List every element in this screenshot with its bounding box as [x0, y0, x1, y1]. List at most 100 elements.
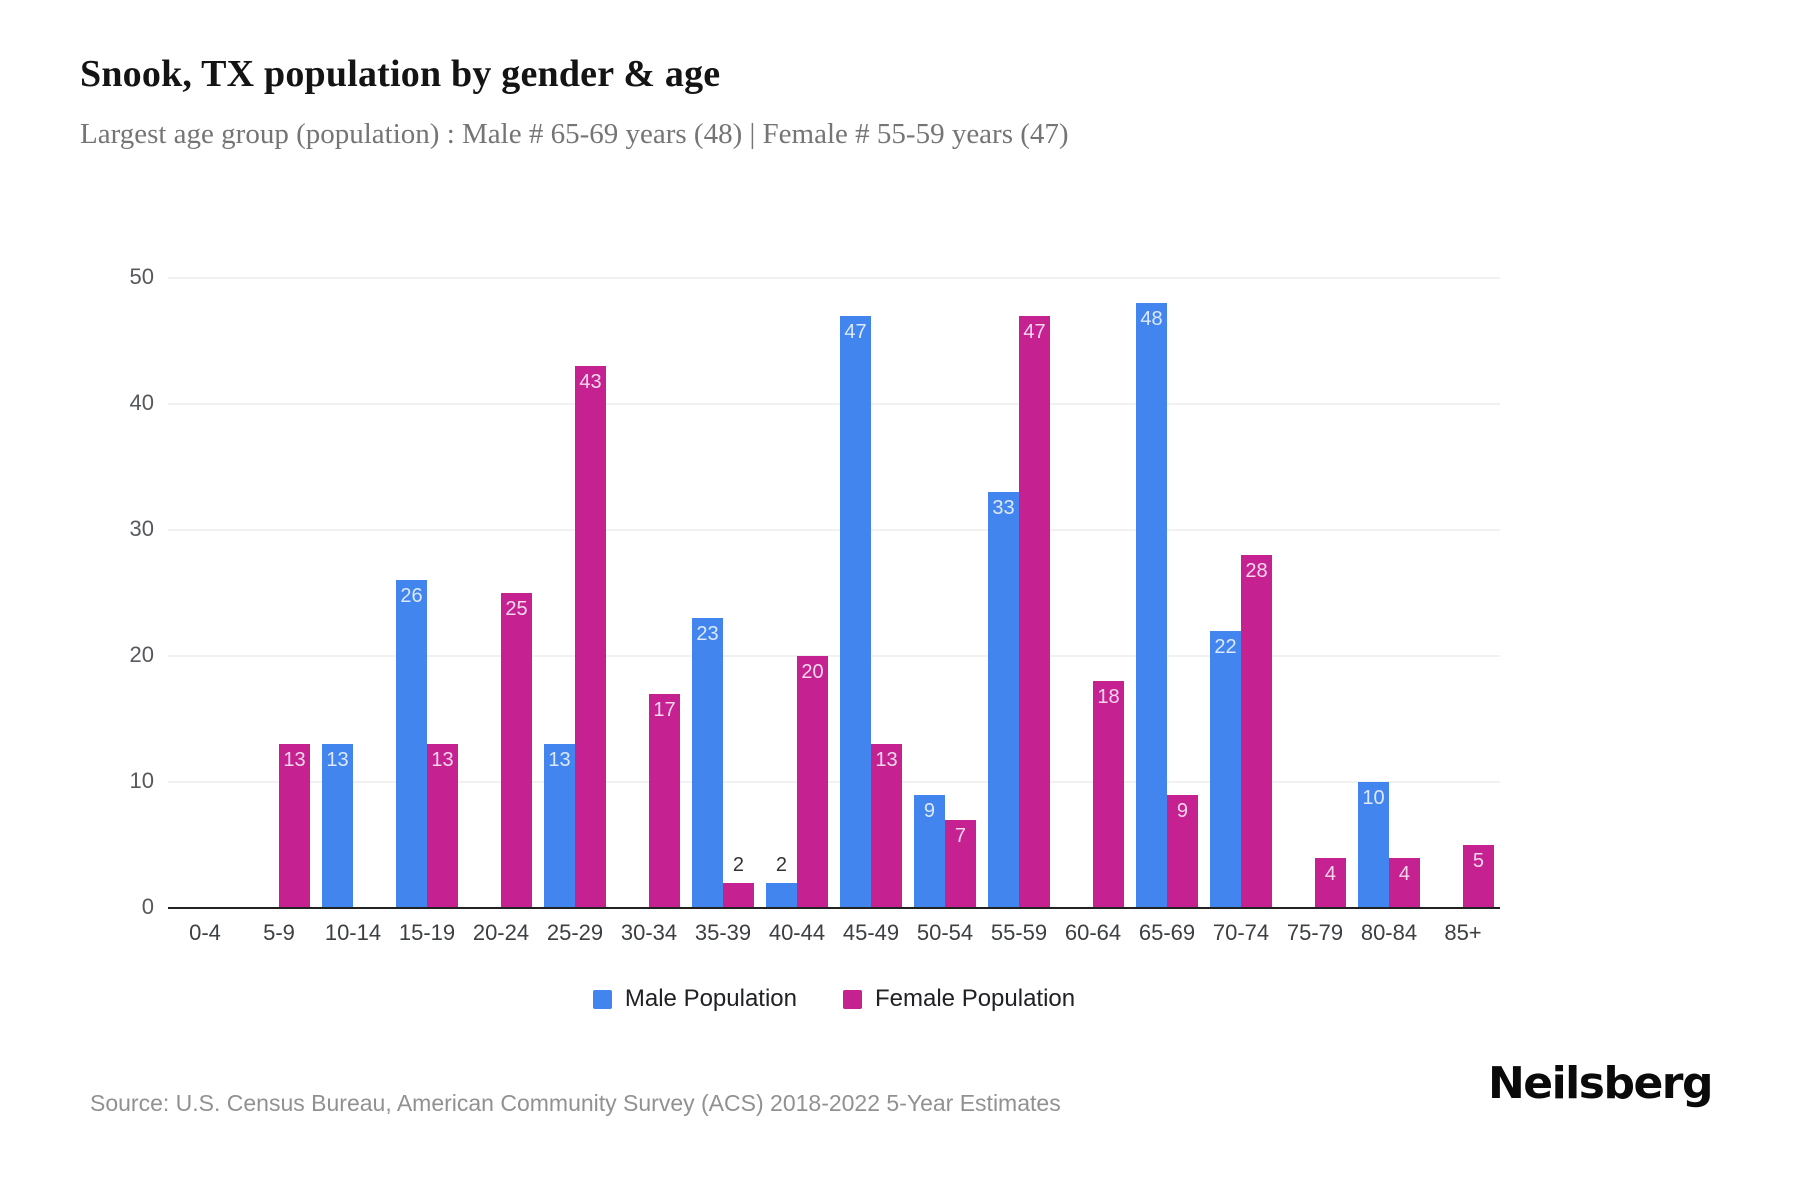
- bar-female-80-84[interactable]: 4: [1388, 857, 1420, 908]
- bar-value-male-15-19: 26: [400, 585, 423, 608]
- bar-group-10-14: 13 10-14: [316, 278, 390, 945]
- bar-male-50-54[interactable]: 9: [913, 794, 945, 908]
- page-title: Snook, TX population by gender & age: [80, 53, 721, 95]
- legend-item-male[interactable]: Male Population: [592, 985, 797, 1013]
- x-tick-label-50-54: 50-54: [916, 920, 974, 945]
- bar-male-55-59[interactable]: 33: [987, 492, 1019, 908]
- legend-label-female: Female Population: [875, 985, 1076, 1012]
- y-tick-label-40: 40: [129, 390, 154, 415]
- male-series-swatch: [592, 989, 612, 1009]
- x-tick-label-10-14: 10-14: [324, 920, 382, 945]
- bar-value-female-25-29: 43: [579, 371, 602, 394]
- x-tick-label-20-24: 20-24: [472, 920, 530, 945]
- bar-value-male-25-29: 13: [548, 749, 571, 772]
- bar-value-female-40-44: 20: [801, 661, 824, 683]
- bar-value-female-80-84: 4: [1398, 862, 1411, 885]
- bar-value-male-50-54: 9: [923, 799, 936, 822]
- bar-value-female-45-49: 13: [875, 749, 898, 772]
- bar-group-55-59: 33 47 55-59: [982, 278, 1056, 945]
- bar-male-10-14[interactable]: 13: [321, 744, 353, 908]
- bar-group-0-4: 0-4: [168, 278, 242, 945]
- bar-female-85+[interactable]: 5: [1462, 845, 1494, 908]
- x-tick-label-40-44: 40-44: [768, 920, 826, 945]
- legend: Male Population Female Population: [168, 985, 1500, 1013]
- bar-value-male-35-39: 23: [696, 623, 719, 646]
- bar-male-80-84[interactable]: 10: [1357, 782, 1389, 908]
- x-tick-label-25-29: 25-29: [546, 920, 604, 945]
- bar-female-60-64[interactable]: 18: [1092, 681, 1124, 908]
- bar-female-20-24[interactable]: 25: [500, 593, 532, 908]
- bar-value-male-80-84: 10: [1362, 787, 1385, 809]
- legend-label-male: Male Population: [624, 985, 797, 1012]
- bar-value-male-40-44: 2: [775, 853, 788, 876]
- bar-group-25-29: 13 43 25-29: [538, 278, 612, 945]
- bar-female-30-34[interactable]: 17: [648, 693, 680, 908]
- y-tick-label-0: 0: [141, 894, 154, 919]
- bar-value-female-70-74: 28: [1245, 560, 1268, 583]
- gridline-40: [168, 403, 1500, 405]
- gridline-10: [168, 781, 1500, 783]
- bar-group-45-49: 47 13 45-49: [834, 278, 908, 945]
- y-tick-label-30: 30: [129, 516, 154, 541]
- y-tick-label-10: 10: [129, 768, 154, 793]
- x-tick-label-75-79: 75-79: [1286, 920, 1344, 945]
- bar-female-70-74[interactable]: 28: [1240, 555, 1272, 908]
- bar-value-male-65-69: 48: [1140, 308, 1163, 331]
- gridline-20: [168, 655, 1500, 657]
- bar-male-70-74[interactable]: 22: [1209, 630, 1241, 908]
- x-tick-label-35-39: 35-39: [694, 920, 752, 945]
- gridline-50: [168, 277, 1500, 279]
- bar-group-15-19: 26 13 15-19: [390, 278, 464, 945]
- bar-group-30-34: 17 30-34: [612, 278, 686, 945]
- bar-value-male-10-14: 13: [326, 749, 349, 772]
- bar-female-35-39[interactable]: 2: [722, 854, 754, 908]
- legend-item-female[interactable]: Female Population: [843, 985, 1075, 1013]
- x-tick-label-60-64: 60-64: [1064, 920, 1122, 945]
- x-tick-label-80-84: 80-84: [1360, 920, 1418, 945]
- plot-area: 0 10 20 30 40 50 0-4 13 5-9 13 10-14 26 13 15-19 25 20-…: [130, 264, 1500, 945]
- bar-value-female-55-59: 47: [1023, 320, 1046, 343]
- bar-value-female-5-9: 13: [283, 749, 306, 772]
- bar-female-55-59[interactable]: 47: [1018, 315, 1050, 908]
- bar-male-45-49[interactable]: 47: [839, 315, 871, 908]
- bar-group-80-84: 10 4 80-84: [1352, 278, 1426, 945]
- bar-group-5-9: 13 5-9: [242, 278, 316, 945]
- bar-female-50-54[interactable]: 7: [944, 819, 976, 908]
- bar-female-15-19[interactable]: 13: [426, 744, 458, 908]
- bar-group-50-54: 9 7 50-54: [908, 278, 982, 945]
- y-tick-label-50: 50: [129, 264, 154, 289]
- bar-male-65-69[interactable]: 48: [1135, 303, 1167, 908]
- bar-group-60-64: 18 60-64: [1056, 278, 1130, 945]
- bar-value-female-15-19: 13: [431, 749, 454, 772]
- x-tick-label-0-4: 0-4: [189, 920, 221, 945]
- x-tick-label-5-9: 5-9: [263, 920, 295, 945]
- bar-male-15-19[interactable]: 26: [395, 580, 427, 908]
- bar-female-5-9[interactable]: 13: [278, 744, 310, 908]
- bar-group-20-24: 25 20-24: [464, 278, 538, 945]
- bar-value-female-75-79: 4: [1324, 862, 1337, 885]
- bar-group-65-69: 48 9 65-69: [1130, 278, 1204, 945]
- bar-male-25-29[interactable]: 13: [543, 744, 575, 908]
- bar-group-75-79: 4 75-79: [1278, 278, 1352, 945]
- neilsberg-logo[interactable]: Neilsberg: [1487, 1058, 1714, 1109]
- bar-value-male-55-59: 33: [992, 497, 1015, 520]
- female-series-swatch: [843, 989, 862, 1009]
- bar-female-40-44[interactable]: 20: [796, 656, 828, 908]
- x-tick-label-65-69: 65-69: [1138, 920, 1196, 945]
- bar-value-female-50-54: 7: [954, 824, 967, 847]
- x-tick-label-45-49: 45-49: [842, 920, 900, 945]
- bar-male-40-44[interactable]: 2: [765, 854, 797, 908]
- bar-female-45-49[interactable]: 13: [870, 744, 902, 908]
- bar-value-female-60-64: 18: [1097, 686, 1120, 709]
- bar-value-male-45-49: 47: [844, 320, 867, 343]
- bar-value-female-30-34: 17: [653, 698, 676, 721]
- x-tick-label-85+: 85+: [1444, 920, 1482, 945]
- bar-female-75-79[interactable]: 4: [1314, 857, 1346, 908]
- bar-value-female-35-39: 2: [732, 853, 745, 876]
- bar-female-65-69[interactable]: 9: [1166, 794, 1198, 908]
- bar-group-85+: 5 85+: [1426, 278, 1500, 945]
- bar-male-35-39[interactable]: 23: [691, 618, 723, 908]
- x-axis-line: [168, 907, 1500, 909]
- bar-female-25-29[interactable]: 43: [574, 366, 606, 908]
